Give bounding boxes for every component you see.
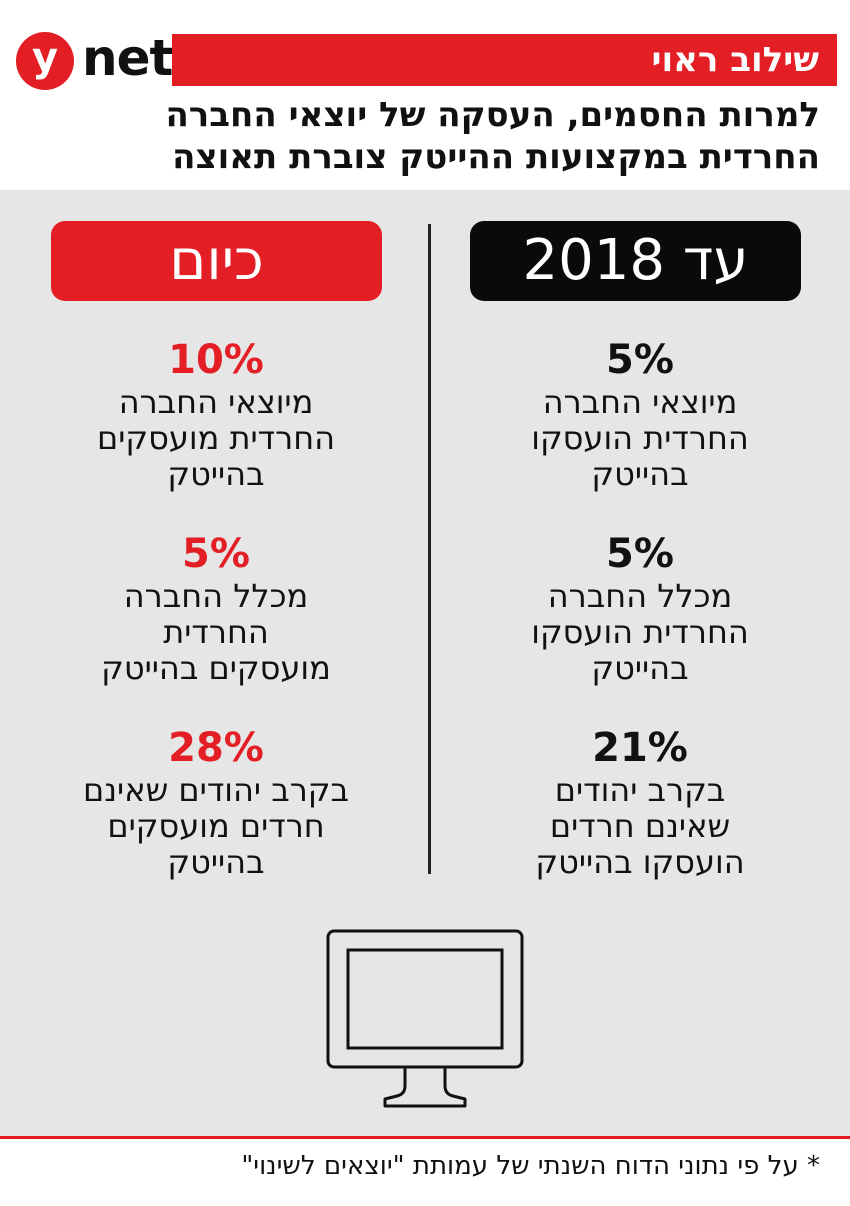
desc-line: החרדית הועסקו <box>531 419 749 457</box>
ynet-logo-text: net <box>82 29 173 87</box>
desc-line: בקרב יהודים שאינם <box>82 771 349 809</box>
headline: למרות החסמים, העסקה של יוצאי החברה החרדי… <box>60 94 820 178</box>
desc-line: בהייטק <box>167 843 265 881</box>
until-2018-stat-1-desc: מיוצאי החברה החרדית הועסקו בהייטק <box>460 384 820 492</box>
desc-line: בהייטק <box>591 455 689 493</box>
headline-line-2: החרדית במקצועות ההייטק צוברת תאוצה <box>172 137 820 177</box>
section-label: שילוב ראוי <box>172 34 837 86</box>
today-stat-1-value: 10% <box>168 337 264 383</box>
desc-line: החרדית מועסקים <box>96 419 336 457</box>
desc-line: חרדים מועסקים <box>107 807 325 845</box>
today-stat-1-desc: מיוצאי החברה החרדית מועסקים בהייטק <box>36 384 396 492</box>
desc-line: החרדית הועסקו <box>531 613 749 651</box>
until-2018-stat-2: 5% מכלל החברה החרדית הועסקו בהייטק <box>460 532 820 686</box>
desc-line: בהייטק <box>591 649 689 687</box>
ynet-logo-mark: y <box>16 32 74 90</box>
today-stat-3-desc: בקרב יהודים שאינם חרדים מועסקים בהייטק <box>36 772 396 880</box>
desc-line: מיוצאי החברה <box>118 383 314 421</box>
footnote: * על פי נתוני הדוח השנתי של עמותת "יוצאי… <box>241 1151 820 1181</box>
header: y net שילוב ראוי למרות החסמים, העסקה של … <box>0 0 850 190</box>
headline-line-1: למרות החסמים, העסקה של יוצאי החברה <box>165 95 820 135</box>
desc-line: מיוצאי החברה <box>542 383 738 421</box>
until-2018-stat-1: 5% מיוצאי החברה החרדית הועסקו בהייטק <box>460 338 820 492</box>
monitor-icon <box>325 928 525 1116</box>
column-divider <box>428 224 431 874</box>
until-2018-title: עד 2018 <box>470 221 801 301</box>
desc-line: מועסקים בהייטק <box>101 649 331 687</box>
today-stat-2-desc: מכלל החברה החרדית מועסקים בהייטק <box>36 578 396 686</box>
desc-line: מכלל החברה <box>547 577 733 615</box>
until-2018-stat-2-desc: מכלל החברה החרדית הועסקו בהייטק <box>460 578 820 686</box>
until-2018-stat-1-value: 5% <box>606 337 674 383</box>
desc-line: החרדית <box>163 613 269 651</box>
desc-line: שאינם חרדים <box>549 807 731 845</box>
desc-line: בקרב יהודים <box>554 771 726 809</box>
footer-divider <box>0 1136 850 1139</box>
today-title: כיום <box>51 221 382 301</box>
desc-line: הועסקו בהייטק <box>535 843 745 881</box>
until-2018-stat-2-value: 5% <box>606 531 674 577</box>
until-2018-stat-3-value: 21% <box>592 725 688 771</box>
today-stat-3: 28% בקרב יהודים שאינם חרדים מועסקים בהיי… <box>36 726 396 880</box>
today-stat-2-value: 5% <box>182 531 250 577</box>
until-2018-stat-3: 21% בקרב יהודים שאינם חרדים הועסקו בהייט… <box>460 726 820 880</box>
desc-line: מכלל החברה <box>123 577 309 615</box>
until-2018-stat-3-desc: בקרב יהודים שאינם חרדים הועסקו בהייטק <box>460 772 820 880</box>
today-stat-1: 10% מיוצאי החברה החרדית מועסקים בהייטק <box>36 338 396 492</box>
desc-line: בהייטק <box>167 455 265 493</box>
infographic-panel <box>0 190 850 1136</box>
today-stat-2: 5% מכלל החברה החרדית מועסקים בהייטק <box>36 532 396 686</box>
today-stat-3-value: 28% <box>168 725 264 771</box>
